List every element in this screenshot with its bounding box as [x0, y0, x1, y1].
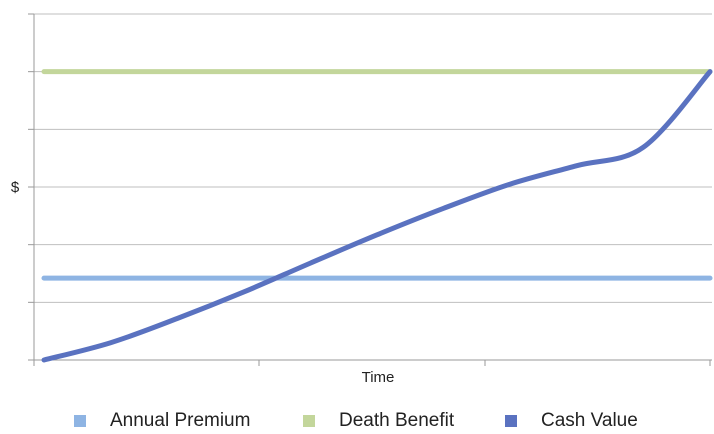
series-line-cash-value — [41, 69, 713, 363]
cash-value-chart: $ Time — [11, 13, 713, 386]
y-axis-label: $ — [11, 179, 20, 196]
death-benefit-swatch-icon — [303, 415, 315, 427]
x-axis-label: Time — [362, 369, 395, 386]
legend-label: Cash Value — [541, 410, 638, 431]
legend-label: Death Benefit — [339, 410, 455, 431]
legend-item-annual-premium: Annual Premium — [74, 408, 250, 434]
annual-premium-swatch-icon — [74, 415, 86, 427]
legend: Annual Premium Death Benefit Cash Value — [0, 408, 714, 434]
legend-label: Annual Premium — [110, 410, 251, 431]
axes — [33, 14, 712, 366]
legend-item-death-benefit: Death Benefit — [303, 408, 454, 434]
series-lines — [41, 69, 713, 363]
cash-value-swatch-icon — [505, 415, 517, 427]
gridlines — [28, 13, 712, 361]
legend-item-cash-value: Cash Value — [505, 408, 638, 434]
